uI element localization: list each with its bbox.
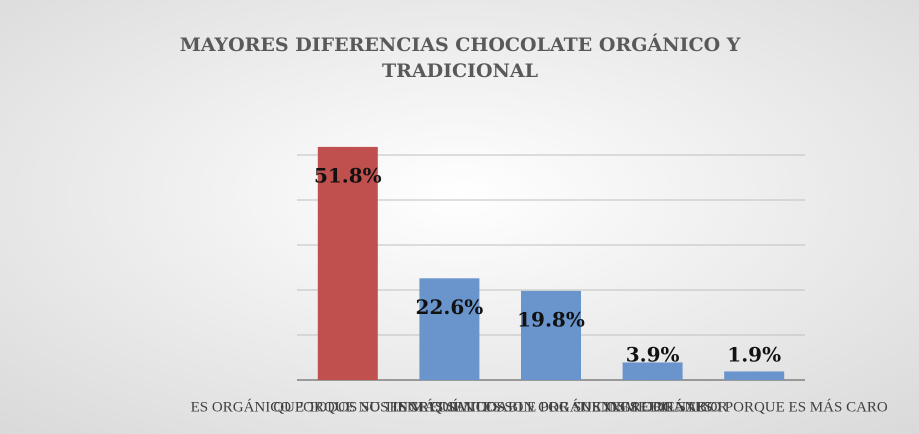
category-label: TIENE MEJOR SABOR xyxy=(578,399,728,415)
category-label: ES ORGÁNICO PORQUE ES MÁS CARO xyxy=(621,398,888,415)
bar xyxy=(521,290,581,380)
data-label: 19.8% xyxy=(517,307,585,331)
bar xyxy=(317,146,378,380)
category-label: ES MÁS SALUDABLE POR SUS INGREDIENTES xyxy=(390,398,713,415)
bar xyxy=(622,362,683,380)
bar xyxy=(419,278,480,380)
category-label: ES ORGÁNICO PORQUE NO TIENE QUÍMICOS xyxy=(191,398,505,415)
data-label: 1.9% xyxy=(727,343,781,367)
chart-title: MAYORES DIFERENCIAS CHOCOLATE ORGÁNICO Y xyxy=(180,33,741,56)
data-label: 22.6% xyxy=(416,295,484,319)
category-label: QUE TODOS SUS INGREDIENTES SON ORGÁNICOS xyxy=(273,398,625,415)
data-label: 51.8% xyxy=(314,163,382,187)
chart-title: TRADICIONAL xyxy=(382,60,538,82)
data-label: 3.9% xyxy=(626,343,680,367)
bar xyxy=(724,371,785,380)
